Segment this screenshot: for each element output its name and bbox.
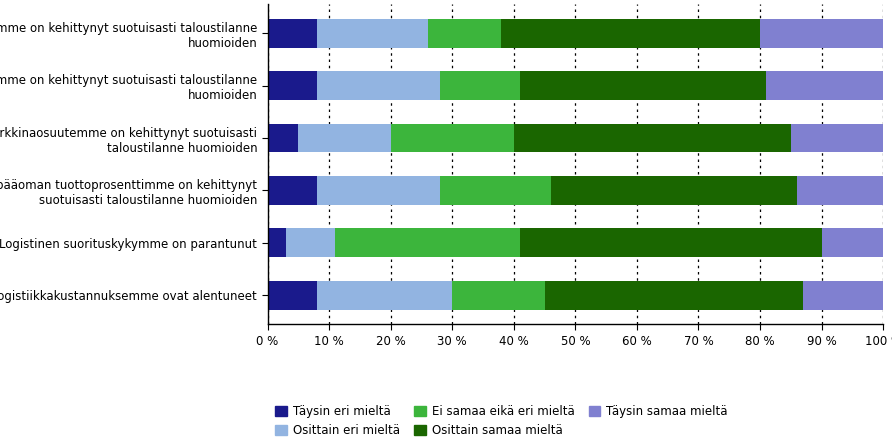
Bar [427, 19, 501, 48]
Bar [544, 281, 803, 310]
Bar [440, 71, 520, 100]
Bar [766, 71, 883, 100]
Bar [514, 124, 791, 152]
Bar [440, 176, 550, 205]
Bar [520, 71, 766, 100]
Bar [335, 228, 520, 257]
Bar [268, 71, 317, 100]
Bar [520, 228, 822, 257]
Legend: Täysin eri mieltä, Osittain eri mieltä, Ei samaa eikä eri mieltä, Osittain samaa: Täysin eri mieltä, Osittain eri mieltä, … [270, 400, 732, 438]
Bar [268, 124, 298, 152]
Bar [268, 228, 286, 257]
Bar [317, 281, 452, 310]
Bar [501, 19, 760, 48]
Bar [760, 19, 883, 48]
Bar [791, 124, 883, 152]
Bar [822, 228, 883, 257]
Bar [268, 176, 317, 205]
Bar [550, 176, 797, 205]
Bar [452, 281, 544, 310]
Bar [298, 124, 391, 152]
Bar [391, 124, 514, 152]
Bar [317, 71, 440, 100]
Bar [797, 176, 883, 205]
Bar [317, 176, 440, 205]
Bar [268, 281, 317, 310]
Bar [268, 19, 317, 48]
Bar [317, 19, 427, 48]
Bar [803, 281, 883, 310]
Bar [286, 228, 335, 257]
